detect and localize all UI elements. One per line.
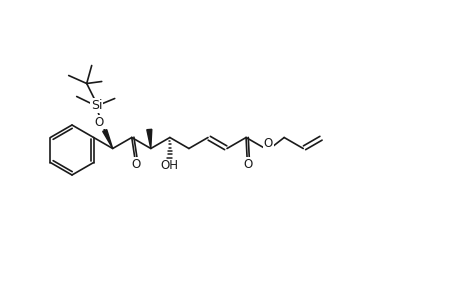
Text: Si: Si (91, 99, 102, 112)
Polygon shape (146, 129, 151, 148)
Polygon shape (102, 130, 112, 148)
Text: O: O (131, 158, 140, 170)
Text: O: O (95, 116, 104, 128)
Text: O: O (263, 136, 272, 149)
Text: O: O (243, 158, 252, 170)
Text: OH: OH (161, 158, 179, 172)
